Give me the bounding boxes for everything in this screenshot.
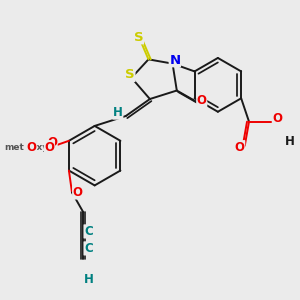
Text: O: O [47,136,57,149]
Text: O: O [73,186,83,199]
Text: O: O [197,94,207,107]
Text: C: C [84,242,93,255]
Text: O: O [25,141,34,154]
Text: O: O [26,141,36,154]
Text: methoxy: methoxy [4,143,49,152]
Text: O: O [44,141,54,154]
Text: O: O [272,112,282,125]
Text: O: O [235,141,245,154]
Text: H: H [113,106,123,119]
Text: N: N [169,54,180,67]
Text: S: S [125,68,135,81]
Text: methoxy: methoxy [22,146,28,148]
Text: S: S [134,31,143,44]
Text: H: H [83,273,93,286]
Text: C: C [84,225,93,238]
Text: H: H [285,135,295,148]
